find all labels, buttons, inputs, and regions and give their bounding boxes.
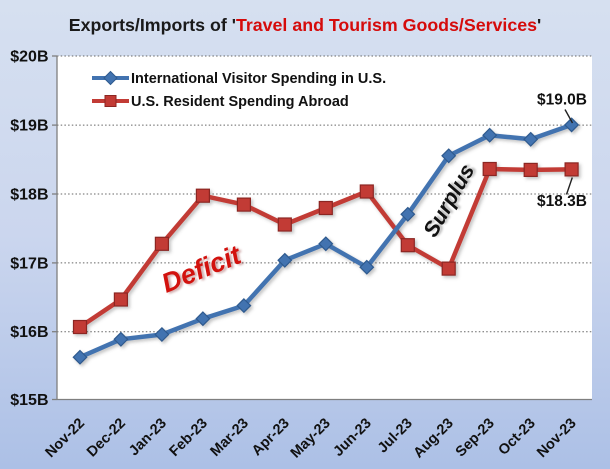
svg-text:$18.3B: $18.3B xyxy=(537,193,587,210)
svg-text:$19.0B: $19.0B xyxy=(537,92,587,109)
svg-text:$15B: $15B xyxy=(10,392,48,409)
svg-text:U.S. Resident Spending Abroad: U.S. Resident Spending Abroad xyxy=(131,94,349,110)
svg-text:Exports/Imports of 'Travel and: Exports/Imports of 'Travel and Tourism G… xyxy=(69,15,542,35)
svg-text:$18B: $18B xyxy=(10,187,48,204)
svg-text:$20B: $20B xyxy=(10,49,48,66)
svg-text:$19B: $19B xyxy=(10,118,48,135)
svg-text:$17B: $17B xyxy=(10,255,48,272)
svg-text:International Visitor Spending: International Visitor Spending in U.S. xyxy=(131,71,386,87)
svg-text:$16B: $16B xyxy=(10,324,48,341)
